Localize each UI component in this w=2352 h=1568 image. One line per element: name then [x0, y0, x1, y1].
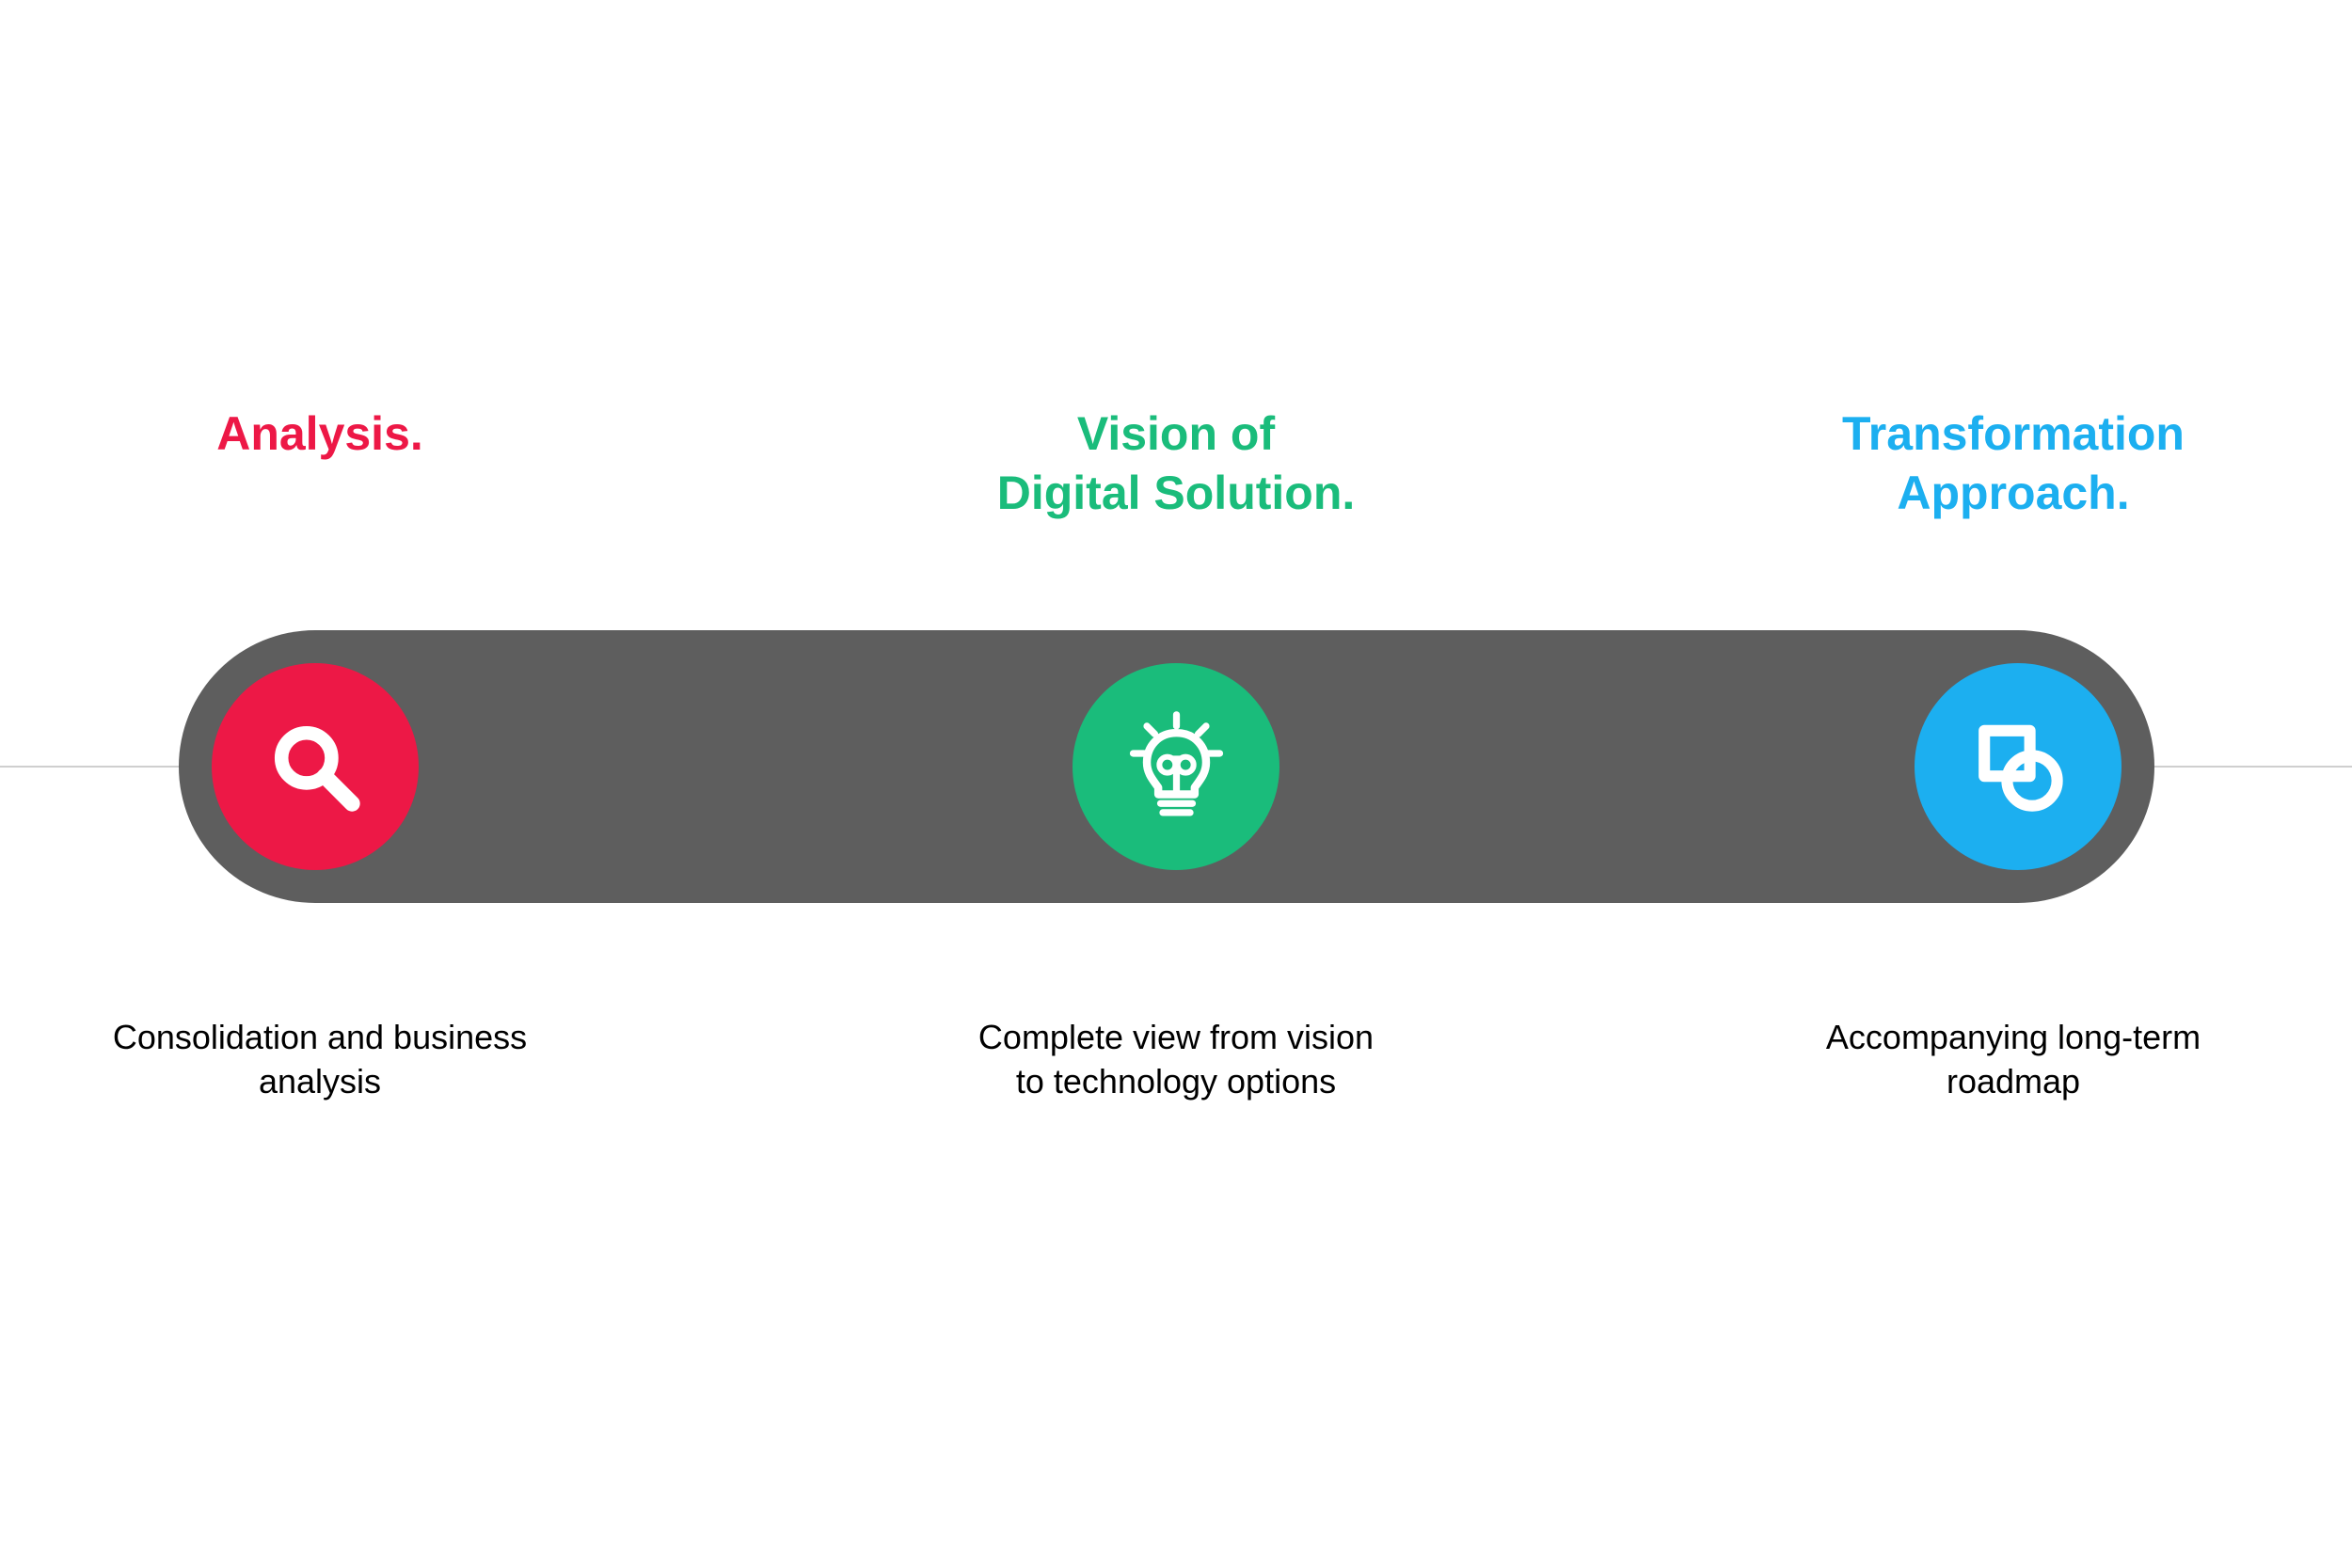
step-node-transformation	[1915, 663, 2122, 870]
step-node-vision	[1073, 663, 1279, 870]
infographic-canvas: Analysis. Consolidation and business anal…	[0, 0, 2352, 1568]
step-desc-vision: Complete view from vision to technology …	[922, 1016, 1430, 1104]
step-desc-analysis: Consolidation and business analysis	[66, 1016, 574, 1104]
search-icon	[259, 710, 373, 824]
step-desc-transformation: Accompanying long-term roadmap	[1759, 1016, 2267, 1104]
step-title-vision: Vision of Digital Solution.	[950, 404, 1402, 522]
shapes-icon	[1962, 710, 2075, 824]
step-title-transformation: Transformation Approach.	[1759, 404, 2267, 522]
lightbulb-icon	[1120, 710, 1233, 824]
step-node-analysis	[212, 663, 419, 870]
step-title-analysis: Analysis.	[113, 404, 527, 464]
